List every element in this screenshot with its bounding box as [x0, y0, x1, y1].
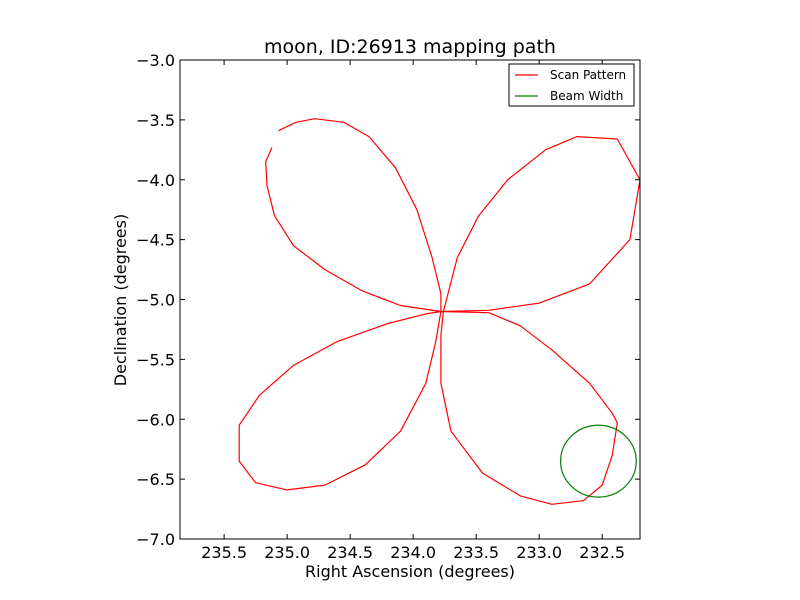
y-tick-label: −3.0 — [136, 51, 175, 70]
x-tick-label: 233.0 — [516, 543, 562, 562]
y-tick-label: −4.5 — [136, 231, 175, 250]
y-axis-label: Declination (degrees) — [111, 214, 130, 386]
legend-box — [508, 63, 635, 107]
legend: Scan Pattern Beam Width — [508, 63, 635, 107]
y-tick-label: −5.0 — [136, 291, 175, 310]
chart-title: moon, ID:26913 mapping path — [264, 36, 556, 58]
series-beam-width — [560, 424, 637, 498]
series-scan-pattern-segment-1 — [238, 118, 640, 505]
y-tick-label: −4.0 — [136, 171, 175, 190]
y-tick-label: −3.5 — [136, 111, 175, 130]
x-axis-label: Right Ascension (degrees) — [305, 562, 515, 581]
tick-marks: 235.5 235.0 234.5 234.0 233.5 233.0 232.5 −3.0 −… — [136, 51, 640, 562]
x-tick-label: 232.5 — [579, 543, 625, 562]
x-tick-label: 234.5 — [327, 543, 373, 562]
plot-content — [238, 118, 640, 505]
x-tick-label: 235.5 — [201, 543, 247, 562]
y-tick-label: −6.0 — [136, 410, 175, 429]
x-tick-label: 233.5 — [453, 543, 499, 562]
y-tick-label: −6.5 — [136, 470, 175, 489]
legend-label-scan-pattern: Scan Pattern — [550, 68, 626, 82]
series-scan-pattern-segment-0 — [265, 147, 441, 313]
x-tick-label: 235.0 — [264, 543, 310, 562]
x-tick-label: 234.0 — [390, 543, 436, 562]
plot-area — [238, 118, 640, 505]
axes-frame — [179, 59, 641, 540]
y-tick-label: −7.0 — [136, 530, 175, 549]
legend-label-beam-width: Beam Width — [550, 89, 623, 103]
y-tick-label: −5.5 — [136, 350, 175, 369]
